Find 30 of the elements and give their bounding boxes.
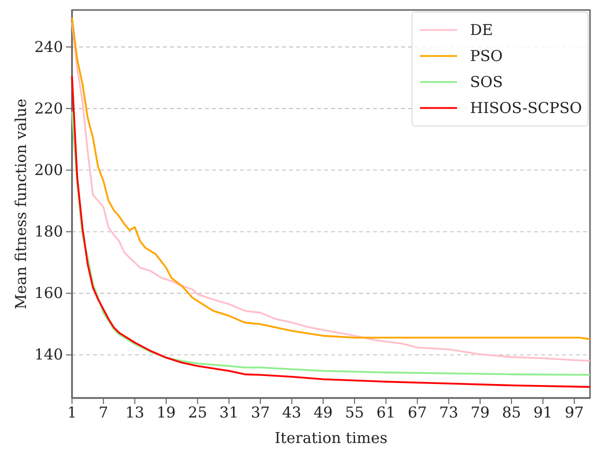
- x-axis-title: Iteration times: [274, 429, 388, 447]
- x-tick-label: 13: [125, 404, 144, 422]
- legend-label: PSO: [470, 47, 503, 65]
- x-tick-label: 97: [564, 404, 584, 422]
- y-tick-label: 220: [34, 99, 63, 118]
- legend-label: SOS: [470, 73, 503, 91]
- x-tick-label: 91: [533, 404, 552, 422]
- line-series: [71, 75, 591, 388]
- x-tick-label: 73: [439, 404, 458, 422]
- y-tick-label: 200: [34, 160, 63, 179]
- legend-label: HISOS-SCPSO: [470, 99, 582, 117]
- x-tick-label: 85: [502, 404, 522, 422]
- x-tick-label: 31: [219, 404, 239, 422]
- x-tick-label: 67: [408, 404, 427, 422]
- x-tick-label: 37: [250, 404, 270, 422]
- x-tick-label: 7: [98, 404, 108, 422]
- y-tick-label: 240: [34, 38, 63, 56]
- x-tick-label: 43: [282, 404, 302, 422]
- x-tick-label: 61: [376, 404, 396, 422]
- y-tick-label: 160: [34, 284, 63, 302]
- y-tick-label: 180: [34, 222, 63, 241]
- y-axis-title: Mean fitness function value: [12, 98, 30, 310]
- x-tick-label: 1: [67, 404, 77, 422]
- x-tick-label: 25: [188, 404, 208, 422]
- x-tick-label: 55: [345, 404, 364, 422]
- y-tick-label: 140: [34, 346, 63, 364]
- legend-label: DE: [470, 21, 493, 39]
- x-tick-label: 19: [156, 404, 176, 422]
- x-tick-label: 79: [470, 404, 490, 422]
- x-tick-label: 49: [314, 404, 333, 422]
